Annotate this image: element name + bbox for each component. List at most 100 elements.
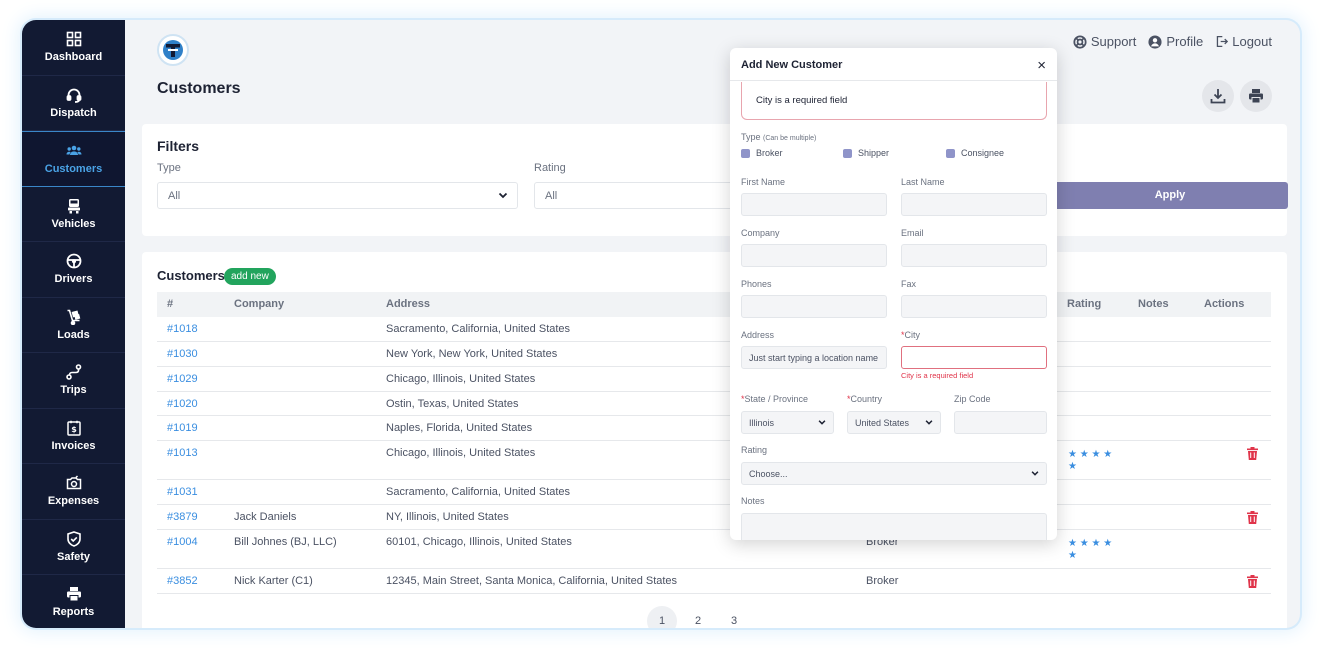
checkbox[interactable] <box>741 148 750 158</box>
table-row[interactable]: #1031 Sacramento, California, United Sta… <box>157 480 1271 505</box>
hand-truck-icon <box>67 309 80 325</box>
sidebar-item-label: Drivers <box>54 273 93 286</box>
support-link[interactable]: Support <box>1073 34 1136 49</box>
type-checkbox-consignee[interactable]: Consignee <box>946 148 1004 158</box>
row-delete-button[interactable] <box>1247 511 1258 527</box>
row-id[interactable]: #3852 <box>167 575 198 587</box>
apply-button[interactable]: Apply <box>1052 182 1288 209</box>
country-label-text: Country <box>850 394 883 404</box>
filters-title: Filters <box>157 138 200 154</box>
type-hint: (Can be multiple) <box>763 135 817 142</box>
checkbox[interactable] <box>843 148 852 158</box>
sidebar-item-label: Expenses <box>47 495 100 508</box>
row-id[interactable]: #1013 <box>167 447 198 459</box>
table-row[interactable]: #1004 Bill Johnes (BJ, LLC) 60101, Chica… <box>157 530 1271 569</box>
close-icon[interactable]: × <box>1037 57 1046 74</box>
filters-panel: Filters Type All Rating All Apply <box>142 124 1288 236</box>
sidebar-item-loads[interactable]: Loads <box>22 298 125 353</box>
app-frame: Dashboard Dispatch Customers Vehicles Dr… <box>22 20 1300 628</box>
type-checkbox-shipper[interactable]: Shipper <box>843 148 889 158</box>
first-name-input[interactable] <box>741 193 887 216</box>
logout-link[interactable]: Logout <box>1215 34 1272 49</box>
customers-panel: Customers add new # Company Address Rati… <box>142 252 1287 628</box>
sidebar-item-label: Customers <box>44 162 103 175</box>
address-input[interactable]: Just start typing a location name <box>741 346 887 369</box>
state-label-text: State / Province <box>744 394 809 404</box>
phones-input[interactable] <box>741 295 887 318</box>
profile-label: Profile <box>1166 34 1204 49</box>
printer-icon <box>66 587 81 602</box>
row-id[interactable]: #1020 <box>167 398 198 410</box>
row-id[interactable]: #1030 <box>167 348 198 360</box>
notes-label: Notes <box>741 496 765 506</box>
page-button-2[interactable]: 2 <box>694 615 702 627</box>
route-icon <box>65 364 81 381</box>
state-select[interactable]: Illinois <box>741 411 834 434</box>
table-row[interactable]: #1018 Sacramento, California, United Sta… <box>157 317 1271 342</box>
svg-text:$: $ <box>71 425 77 434</box>
zip-input[interactable] <box>954 411 1047 434</box>
sidebar-item-label: Dispatch <box>50 106 97 119</box>
sidebar-item-reports[interactable]: Reports <box>22 575 125 628</box>
row-address: 60101, Chicago, Illinois, United States <box>386 536 572 548</box>
add-new-button[interactable]: add new <box>224 268 276 285</box>
company-input[interactable] <box>741 244 887 267</box>
row-id[interactable]: #1004 <box>167 536 198 548</box>
truck-icon <box>67 198 80 214</box>
address-label: Address <box>741 330 775 340</box>
email-input[interactable] <box>901 244 1047 267</box>
type-label: Type (Can be multiple) <box>741 132 816 142</box>
sidebar-item-safety[interactable]: Safety <box>22 520 125 575</box>
row-id[interactable]: #1029 <box>167 373 198 385</box>
trash-icon <box>1247 511 1258 524</box>
table-row[interactable]: #3852 Nick Karter (C1) 12345, Main Stree… <box>157 569 1271 594</box>
sidebar-item-drivers[interactable]: Drivers <box>22 242 125 298</box>
column-company: Company <box>234 298 285 310</box>
fax-input[interactable] <box>901 295 1047 318</box>
shield-icon <box>66 530 81 547</box>
table-row[interactable]: #3879 Jack Daniels NY, Illinois, United … <box>157 505 1271 530</box>
sidebar-item-dashboard[interactable]: Dashboard <box>22 20 125 76</box>
sidebar-item-expenses[interactable]: Expenses <box>22 464 125 520</box>
sidebar-item-label: Vehicles <box>51 217 96 230</box>
row-id[interactable]: #1018 <box>167 323 198 335</box>
last-name-input[interactable] <box>901 193 1047 216</box>
country-select[interactable]: United States <box>847 411 941 434</box>
page-button-1[interactable]: 1 <box>647 606 677 628</box>
row-delete-button[interactable] <box>1247 575 1258 591</box>
type-checkbox-broker[interactable]: Broker <box>741 148 783 158</box>
city-error-text: City is a required field <box>901 371 974 380</box>
sidebar-item-dispatch[interactable]: Dispatch <box>22 76 125 131</box>
table-row[interactable]: #1029 Chicago, Illinois, United States <box>157 367 1271 392</box>
email-label: Email <box>901 228 924 238</box>
notes-textarea[interactable] <box>741 513 1047 540</box>
table-header: # Company Address Rating Notes Actions <box>157 292 1271 317</box>
row-id[interactable]: #1031 <box>167 486 198 498</box>
print-button[interactable] <box>1240 80 1272 112</box>
app-logo[interactable] <box>157 34 189 66</box>
row-address: Sacramento, California, United States <box>386 486 571 498</box>
table-row[interactable]: #1019 Naples, Florida, United States <box>157 416 1271 441</box>
sidebar-item-invoices[interactable]: $ Invoices <box>22 409 125 464</box>
profile-link[interactable]: Profile <box>1148 34 1203 49</box>
users-icon <box>66 145 81 155</box>
column-address: Address <box>386 298 431 310</box>
row-id[interactable]: #3879 <box>167 511 198 523</box>
checkbox[interactable] <box>946 148 955 158</box>
sidebar-item-vehicles[interactable]: Vehicles <box>22 187 125 242</box>
required-mark: * <box>901 330 905 340</box>
page-button-3[interactable]: 3 <box>730 615 738 627</box>
sidebar-item-trips[interactable]: Trips <box>22 353 125 409</box>
row-id[interactable]: #1019 <box>167 422 198 434</box>
sidebar-item-customers[interactable]: Customers <box>22 131 125 187</box>
type-filter-select[interactable]: All <box>157 182 518 209</box>
city-input[interactable] <box>901 346 1047 369</box>
download-button[interactable] <box>1202 80 1234 112</box>
row-delete-button[interactable] <box>1247 447 1258 463</box>
table-row[interactable]: #1030 New York, New York, United States <box>157 342 1271 367</box>
trash-icon <box>1247 575 1258 588</box>
table-row[interactable]: #1020 Ostin, Texas, United States <box>157 392 1271 416</box>
rating-select[interactable]: Choose... <box>741 462 1047 485</box>
table-row[interactable]: #1013 Chicago, Illinois, United States ★… <box>157 441 1271 480</box>
checkbox-label: Shipper <box>858 148 890 158</box>
